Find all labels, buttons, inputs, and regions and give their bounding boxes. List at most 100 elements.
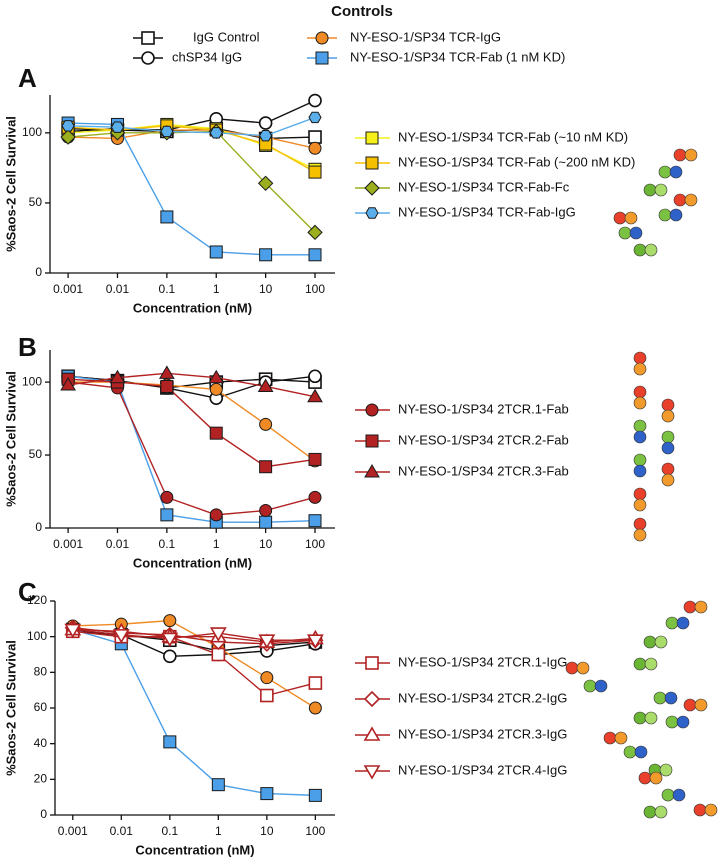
marker: [211, 778, 225, 792]
legend-marker: [364, 180, 380, 196]
panel-label: A: [18, 63, 37, 93]
x-tick-label: 1: [215, 824, 222, 838]
marker: [209, 382, 223, 396]
series-line: [68, 381, 316, 462]
marker: [60, 129, 76, 145]
marker: [260, 688, 274, 703]
legend-marker: [363, 690, 381, 708]
series-line: [72, 628, 316, 641]
legend-marker: [141, 31, 155, 45]
series-line: [68, 129, 316, 149]
legend-marker: [363, 765, 381, 780]
y-axis-title: %Saos-2 Cell Survival: [3, 640, 18, 776]
x-tick-label: 0.1: [159, 282, 176, 296]
x-tick-label: 0.1: [159, 537, 176, 551]
y-tick-label: 20: [34, 772, 48, 786]
y-tick-label: 50: [29, 195, 43, 209]
series-line: [68, 116, 316, 137]
series-line: [72, 628, 316, 643]
marker: [208, 369, 225, 384]
legend-label: NY-ESO-1/SP34 2TCR.4-IgG: [398, 762, 567, 777]
legend-label: chSP34 IgG: [172, 49, 242, 64]
y-tick-label: 0: [35, 265, 42, 279]
series-line: [72, 627, 316, 645]
marker: [109, 369, 126, 384]
y-axis-title: %Saos-2 Cell Survival: [3, 116, 18, 252]
legend-label: NY-ESO-1/SP34 TCR-IgG: [350, 29, 501, 44]
series-line: [68, 125, 316, 173]
x-tick-label: 10: [259, 537, 273, 551]
legend-label: IgG Control: [193, 29, 260, 44]
legend-marker: [365, 207, 379, 219]
marker: [308, 788, 322, 802]
marker: [308, 452, 322, 466]
x-axis-title: Concentration (nM): [135, 842, 254, 857]
marker: [308, 141, 322, 155]
y-tick-label: 40: [34, 736, 48, 750]
marker: [160, 379, 174, 393]
x-tick-label: 1: [213, 537, 220, 551]
legend-marker: [365, 156, 379, 170]
marker: [209, 627, 227, 642]
marker: [160, 490, 174, 504]
x-tick-label: 10: [260, 824, 274, 838]
marker: [308, 93, 322, 108]
marker: [260, 671, 274, 685]
marker: [257, 175, 274, 192]
legend-label: NY-ESO-1/SP34 TCR-Fab-Fc: [398, 179, 570, 194]
panel-label: B: [18, 332, 37, 362]
series-line: [68, 375, 316, 523]
marker: [110, 121, 125, 133]
y-tick-label: 120: [27, 593, 47, 607]
x-tick-label: 0.01: [110, 824, 134, 838]
marker: [308, 676, 323, 690]
molecule-icons: [565, 148, 718, 819]
marker: [209, 508, 223, 522]
legend-marker: [315, 31, 329, 45]
y-tick-label: 100: [22, 374, 42, 388]
marker: [306, 634, 324, 649]
y-tick-label: 50: [29, 447, 43, 461]
marker: [60, 377, 76, 391]
marker: [259, 129, 273, 142]
legend-marker: [365, 403, 379, 417]
x-tick-label: 100: [305, 537, 325, 551]
marker: [308, 490, 322, 504]
x-tick-label: 0.001: [53, 537, 83, 551]
series-line: [68, 130, 316, 233]
legend-marker: [141, 51, 155, 65]
marker: [209, 245, 223, 259]
y-tick-label: 100: [27, 629, 47, 643]
marker: [160, 210, 174, 224]
marker: [259, 248, 273, 262]
legend-label: NY-ESO-1/SP34 TCR-Fab (1 nM KD): [350, 49, 565, 64]
legend-marker: [315, 51, 329, 65]
legend-marker: [365, 656, 379, 670]
marker: [163, 649, 177, 664]
marker: [160, 508, 174, 522]
marker: [163, 735, 177, 749]
marker: [258, 634, 276, 649]
legend-label: NY-ESO-1/SP34 2TCR.3-Fab: [398, 463, 569, 478]
x-tick-label: 0.01: [106, 282, 130, 296]
series-line: [72, 619, 316, 709]
marker: [158, 365, 175, 379]
series-line: [68, 378, 316, 468]
legend-label: NY-ESO-1/SP34 TCR-Fab (~200 nM KD): [398, 154, 635, 169]
legend-marker: [365, 434, 379, 448]
legend-label: NY-ESO-1/SP34 2TCR.1-Fab: [398, 401, 569, 416]
y-tick-label: 60: [34, 700, 48, 714]
marker: [209, 426, 223, 440]
x-tick-label: 0.01: [106, 537, 130, 551]
series-line: [68, 122, 316, 256]
x-tick-label: 100: [305, 282, 325, 296]
marker: [308, 701, 322, 715]
marker: [308, 165, 322, 179]
x-axis-title: Concentration (nM): [133, 300, 252, 315]
panel-label: C: [18, 577, 37, 607]
x-tick-label: 0.1: [161, 824, 178, 838]
marker: [308, 111, 322, 124]
marker: [161, 632, 179, 648]
marker: [259, 503, 273, 517]
marker: [308, 130, 322, 144]
